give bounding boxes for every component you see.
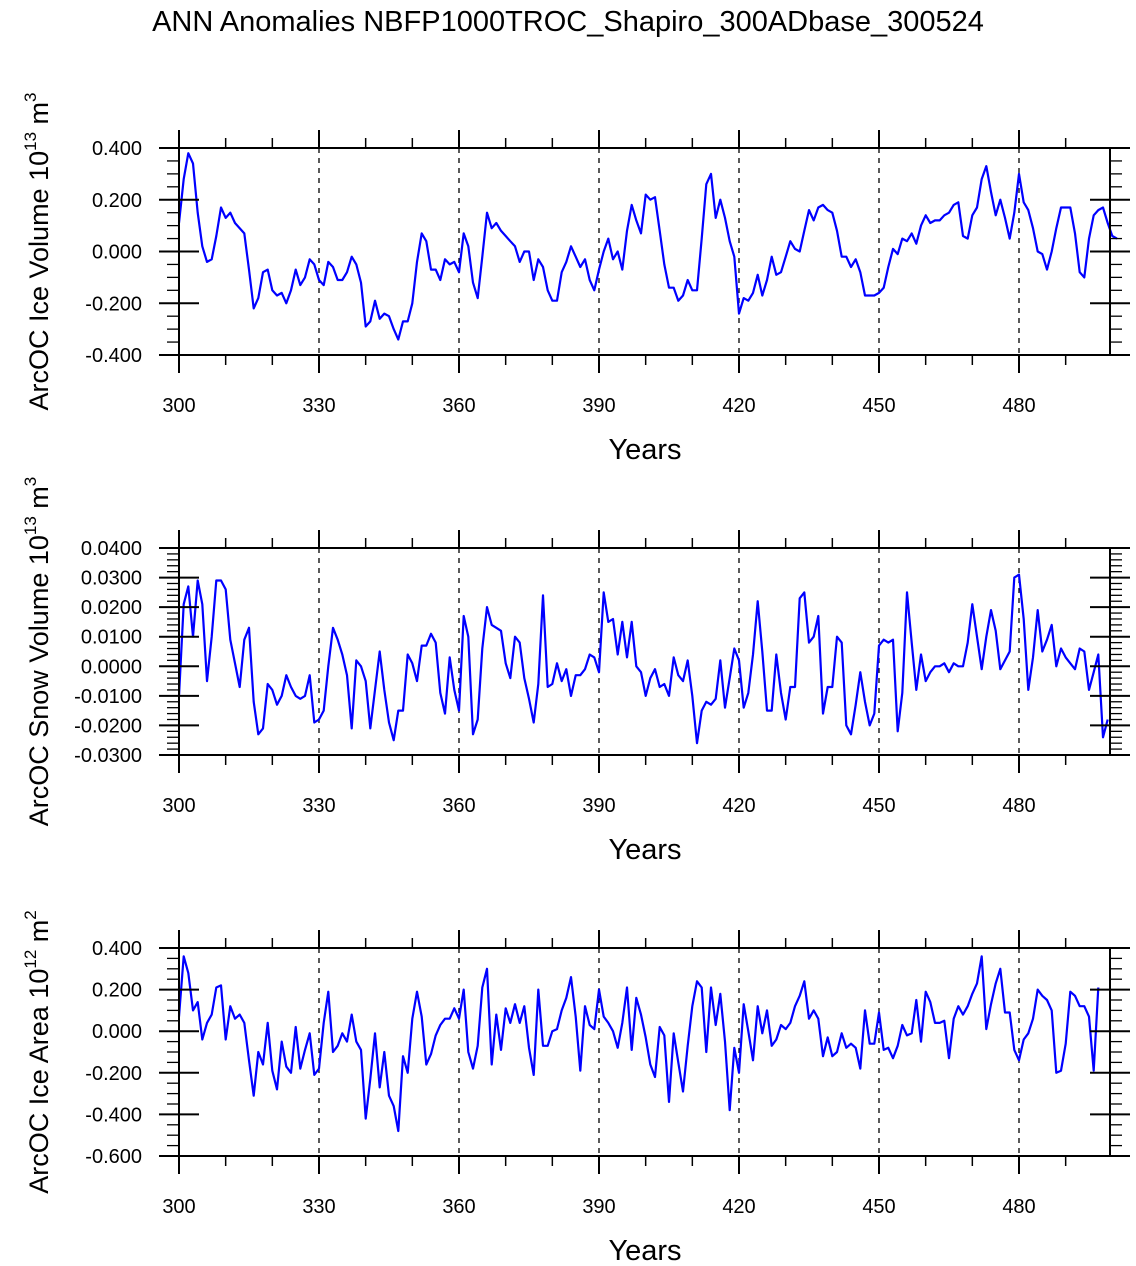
- y-axis-title-exponent: 13: [21, 516, 40, 535]
- x-tick-label: 360: [442, 1196, 475, 1218]
- y-tick-label: 0.000: [92, 242, 142, 264]
- x-tick-label: 420: [722, 395, 755, 417]
- x-tick-label: 450: [862, 795, 895, 817]
- series-line-arcoc-snow-volume: [177, 573, 1109, 745]
- x-tick-label: 480: [1002, 1196, 1035, 1218]
- y-tick-label: -0.600: [85, 1146, 142, 1168]
- y-tick-label: 0.0300: [81, 568, 142, 590]
- x-tick-label: 390: [582, 795, 615, 817]
- y-tick-label: 0.0200: [81, 597, 142, 619]
- y-tick-label: -0.0300: [74, 745, 142, 767]
- x-tick-label: 420: [722, 1196, 755, 1218]
- y-axis-title-unit: m: [24, 102, 54, 132]
- x-tick-label: 300: [162, 795, 195, 817]
- y-tick-label: 0.0000: [81, 656, 142, 678]
- x-tick-label: 300: [162, 1196, 195, 1218]
- main-title: ANN Anomalies NBFP1000TROC_Shapiro_300AD…: [152, 6, 984, 38]
- y-tick-label: -0.0200: [74, 715, 142, 737]
- y-axis-title-exponent: 12: [21, 950, 40, 969]
- x-tick-label: 360: [442, 795, 475, 817]
- x-tick-label: 330: [302, 795, 335, 817]
- y-tick-label: 0.400: [92, 138, 142, 160]
- y-tick-label: 0.200: [92, 980, 142, 1002]
- y-tick-label: 0.0400: [81, 538, 142, 560]
- y-tick-label: -0.400: [85, 1104, 142, 1126]
- y-axis-title-text: ArcOC Snow Volume 10: [24, 535, 54, 826]
- x-tick-label: 360: [442, 395, 475, 417]
- x-axis-title: Years: [608, 434, 681, 466]
- y-tick-label: -0.400: [85, 345, 142, 367]
- y-axis-title-unit-exponent: 3: [21, 477, 40, 486]
- panel-3: 300 330 360 390 420 450 480 Years -0.600 -0.400 -0…: [21, 910, 1130, 1266]
- x-tick-label: 420: [722, 795, 755, 817]
- y-tick-label: 0.200: [92, 190, 142, 212]
- y-tick-label: 0.0100: [81, 627, 142, 649]
- y-tick-label: -0.200: [85, 293, 142, 315]
- y-axis-title: ArcOC Ice Area 1012 m2: [21, 910, 54, 1194]
- x-axis-title: Years: [608, 834, 681, 866]
- y-axis-title: ArcOC Ice Volume 1013 m3: [21, 92, 54, 410]
- panel-2: 300 330 360 390 420 450 480 Years -0.0300 -0.0200…: [21, 477, 1130, 866]
- y-axis-title-text: ArcOC Ice Volume 10: [24, 151, 54, 411]
- y-axis-title-unit-exponent: 3: [21, 92, 40, 101]
- series-line-arcoc-ice-area: [177, 955, 1100, 1133]
- plot-frame: [178, 547, 1111, 756]
- x-tick-label: 300: [162, 395, 195, 417]
- x-tick-label: 390: [582, 1196, 615, 1218]
- x-tick-label: 480: [1002, 795, 1035, 817]
- x-tick-label: 390: [582, 395, 615, 417]
- panel-1: 300 330 360 390 420 450 480 Years -0.400 -0.200 0.…: [21, 92, 1130, 466]
- y-tick-label: -0.0100: [74, 686, 142, 708]
- x-tick-label: 330: [302, 395, 335, 417]
- y-axis-title-unit: m: [24, 486, 54, 516]
- x-axis-title: Years: [608, 1235, 681, 1266]
- y-tick-label: -0.200: [85, 1063, 142, 1085]
- x-tick-label: 330: [302, 1196, 335, 1218]
- x-tick-label: 450: [862, 395, 895, 417]
- y-axis-title-unit: m: [24, 920, 54, 950]
- y-axis-title: ArcOC Snow Volume 1013 m3: [21, 477, 54, 827]
- x-tick-label: 480: [1002, 395, 1035, 417]
- y-axis-title-text: ArcOC Ice Area 10: [24, 969, 54, 1194]
- series-line-arcoc-ice-volume: [177, 152, 1118, 341]
- y-tick-label: 0.000: [92, 1021, 142, 1043]
- y-tick-label: 0.400: [92, 938, 142, 960]
- y-axis-title-exponent: 13: [21, 132, 40, 151]
- y-axis-title-unit-exponent: 2: [21, 910, 40, 919]
- x-tick-label: 450: [862, 1196, 895, 1218]
